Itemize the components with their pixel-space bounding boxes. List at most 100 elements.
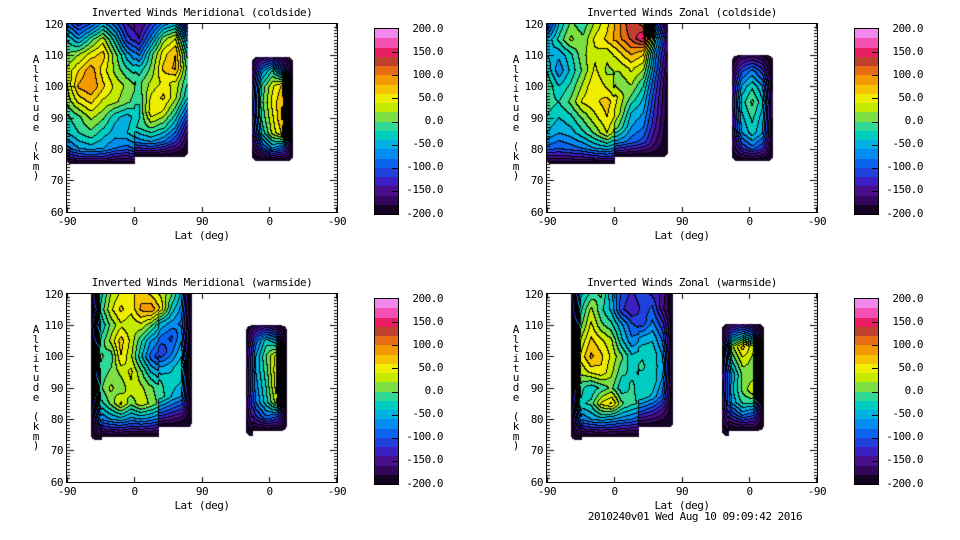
colorbar-tick-label: 200.0 [412, 21, 443, 35]
colorbar-tick [872, 414, 878, 416]
y-axis-title-char: d [512, 381, 520, 395]
y-axis-title-char: i [512, 352, 520, 365]
x-tick-label: 0 [611, 485, 618, 498]
colorbar [374, 28, 399, 215]
y-axis-title-char: i [32, 82, 40, 95]
y-tick-label: 90 [530, 111, 544, 125]
y-axis-title-char: t [32, 91, 40, 105]
colorbar-tick [392, 322, 398, 324]
colorbar-tick-label: -150.0 [886, 453, 923, 467]
contour-plot-canvas [66, 23, 338, 213]
y-tick-label: 90 [50, 111, 64, 125]
colorbar-band [855, 140, 878, 150]
y-axis-title-char: t [512, 361, 520, 375]
colorbar-tick [392, 460, 398, 462]
colorbar-tick-label: 0.0 [904, 114, 924, 127]
y-axis-title-char: m [512, 159, 520, 173]
y-tick-label: 60 [50, 475, 64, 489]
colorbar-band [855, 336, 878, 346]
colorbar-band [855, 186, 878, 196]
colorbar-tick [392, 345, 398, 347]
colorbar-band [375, 317, 398, 327]
colorbar-band [375, 149, 398, 159]
colorbar-band [375, 186, 398, 196]
colorbar-band [855, 354, 878, 364]
y-tick-label: 80 [50, 412, 64, 426]
y-axis-title-char: l [32, 62, 40, 76]
colorbar-tick-label: 150.0 [892, 314, 923, 328]
colorbar-tick-label: -50.0 [892, 137, 923, 151]
y-axis-title-char: t [32, 342, 40, 356]
y-tick-label: 80 [530, 142, 544, 156]
y-axis-title-char: e [512, 120, 520, 134]
colorbar-tick [872, 345, 878, 347]
colorbar-band [855, 38, 878, 48]
colorbar-tick [392, 121, 398, 123]
colorbar-band [375, 354, 398, 364]
colorbar-tick [872, 98, 878, 100]
colorbar-tick [872, 460, 878, 462]
y-tick-label: 110 [524, 318, 544, 332]
y-axis-title-char: l [32, 332, 40, 346]
x-tick-label: 90 [195, 485, 209, 498]
colorbar-band [855, 299, 878, 309]
colorbar-tick-label: -200.0 [886, 206, 923, 220]
colorbar-tick-label: 50.0 [898, 90, 924, 104]
panel-title: Inverted Winds Zonal (coldside) [587, 6, 777, 19]
colorbar-tick-label: -150.0 [406, 183, 443, 197]
colorbar-band [375, 428, 398, 438]
colorbar-tick-label: -200.0 [406, 206, 443, 220]
y-tick-label: 120 [44, 17, 64, 31]
x-axis-title: Lat (deg) [654, 229, 710, 242]
colorbar-tick-label: 200.0 [892, 291, 923, 305]
y-tick-label: 110 [44, 318, 64, 332]
colorbar-band [855, 177, 878, 187]
colorbar-band [855, 326, 878, 336]
colorbar-band [855, 437, 878, 447]
colorbar-band [375, 38, 398, 48]
colorbar-tick-label: 100.0 [412, 67, 443, 81]
colorbar-band [375, 121, 398, 131]
colorbar-band [855, 195, 878, 205]
x-tick-label: 0 [131, 215, 138, 228]
colorbar-tick-label: -50.0 [892, 407, 923, 421]
colorbar-tick-label: -50.0 [412, 407, 443, 421]
x-tick-label: 0 [746, 485, 753, 498]
y-axis-title-char: k [32, 419, 40, 433]
colorbar-band [375, 130, 398, 140]
y-axis-title-char: A [512, 322, 520, 336]
colorbar-tick [392, 368, 398, 370]
y-axis-title-char: ) [32, 439, 40, 453]
colorbar-tick-label: -100.0 [886, 160, 923, 174]
colorbar-band [375, 93, 398, 103]
y-axis-title-char: u [512, 101, 520, 115]
colorbar-band [375, 84, 398, 94]
x-axis-title: Lat (deg) [174, 229, 230, 242]
y-tick-label: 100 [524, 350, 544, 364]
y-axis-title-char: ( [32, 140, 40, 154]
colorbar-tick-label: 200.0 [892, 21, 923, 35]
y-axis-title-char: ) [32, 169, 40, 183]
colorbar [374, 298, 399, 485]
colorbar-band [375, 419, 398, 429]
colorbar-band [855, 158, 878, 168]
colorbar-tick [392, 190, 398, 192]
x-tick-label: 0 [266, 215, 273, 228]
y-tick-label: 120 [524, 287, 544, 301]
contour-plot-canvas [66, 293, 338, 483]
x-axis-title: Lat (deg) [654, 499, 710, 512]
colorbar-band [855, 130, 878, 140]
colorbar-tick-label: 50.0 [418, 360, 444, 374]
colorbar-band [855, 363, 878, 373]
y-tick-label: 110 [44, 48, 64, 62]
colorbar-tick-label: 150.0 [892, 44, 923, 58]
colorbar-band [375, 447, 398, 457]
colorbar-band [375, 437, 398, 447]
colorbar-tick-label: -150.0 [406, 453, 443, 467]
contour-plot-canvas [546, 293, 818, 483]
colorbar-band [855, 391, 878, 401]
x-tick-label: -90 [327, 485, 347, 498]
y-tick-label: 120 [44, 287, 64, 301]
